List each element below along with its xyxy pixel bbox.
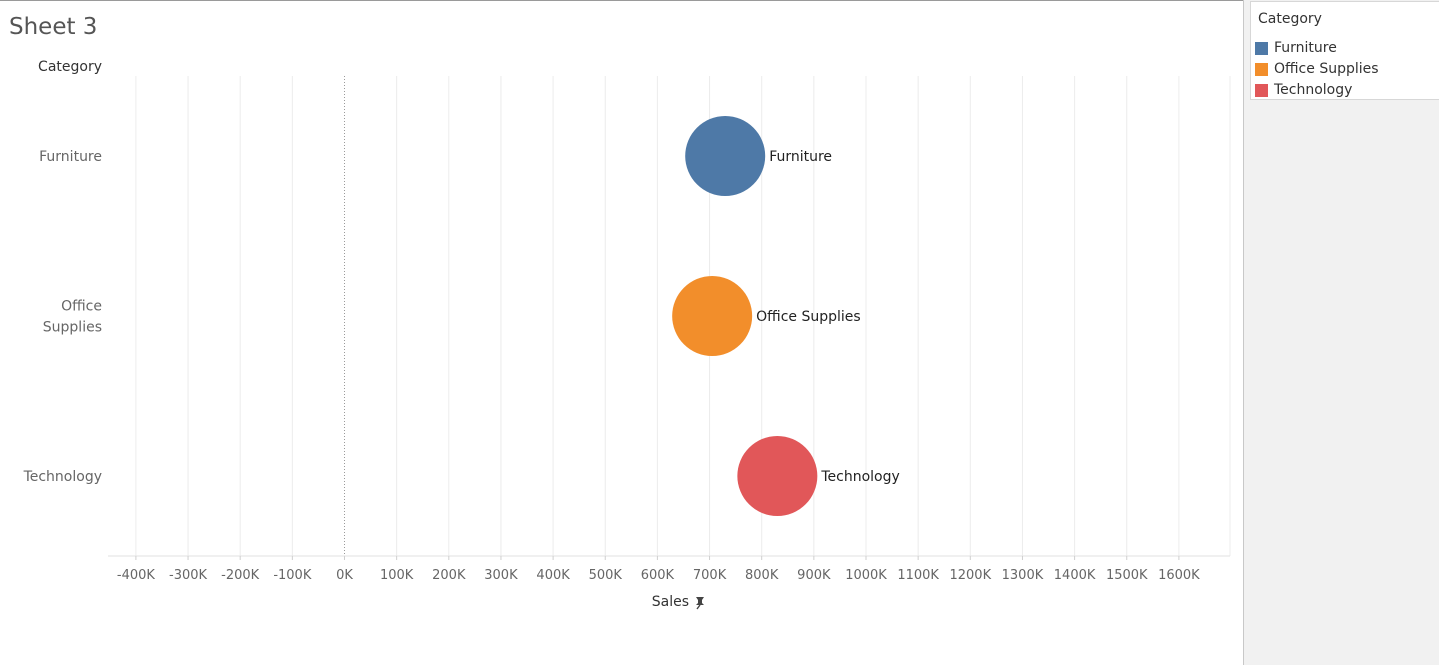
x-axis-title[interactable]: Sales — [652, 594, 689, 610]
bubble-mark[interactable] — [737, 436, 818, 516]
x-tick-label: 600K — [641, 568, 675, 583]
pin-icon[interactable] — [696, 597, 704, 610]
legend[interactable]: Category Furniture Office Supplies Techn… — [1250, 1, 1439, 100]
x-tick-label: -400K — [117, 568, 156, 583]
x-axis-ticks: -400K -300K -200K -100K 0K 100K 200K 300K 400K 50… — [117, 556, 1200, 583]
x-tick-label: 1600K — [1158, 568, 1200, 583]
legend-label: Technology — [1274, 82, 1353, 98]
side-panel: Category Furniture Office Supplies Techn… — [1243, 0, 1439, 665]
row-label: Furniture — [39, 149, 102, 165]
x-tick-label: 1200K — [949, 568, 991, 583]
x-tick-label: 500K — [589, 568, 623, 583]
x-tick-label: 300K — [484, 568, 518, 583]
legend-item-technology[interactable]: Technology — [1255, 82, 1352, 98]
legend-label: Office Supplies — [1274, 61, 1379, 77]
marks: Furniture Office Supplies Technology — [672, 116, 900, 516]
row-label: Office — [61, 299, 102, 315]
scatter-chart: -400K -300K -200K -100K 0K 100K 200K 300K 400K 50… — [23, 59, 1231, 610]
bubble-mark[interactable] — [672, 276, 753, 356]
legend-swatch — [1255, 62, 1268, 76]
x-tick-label: 900K — [797, 568, 831, 583]
x-tick-label: 1000K — [845, 568, 887, 583]
mark-label: Office Supplies — [756, 309, 861, 325]
x-tick-label: 0K — [336, 568, 353, 583]
x-axis-title-group[interactable]: Sales — [652, 594, 704, 610]
bubble-mark[interactable] — [685, 116, 766, 196]
legend-swatch — [1255, 83, 1268, 97]
x-tick-label: 400K — [536, 568, 570, 583]
x-tick-label: -200K — [221, 568, 260, 583]
row-labels: Furniture Office Supplies Technology — [23, 149, 102, 485]
legend-item-furniture[interactable]: Furniture — [1255, 40, 1337, 56]
x-tick-label: 1400K — [1054, 568, 1096, 583]
mark-label: Furniture — [769, 149, 832, 165]
legend-label: Furniture — [1274, 40, 1337, 56]
x-tick-label: 100K — [380, 568, 414, 583]
x-tick-label: 700K — [693, 568, 727, 583]
x-tick-label: -100K — [273, 568, 312, 583]
x-tick-label: 1500K — [1106, 568, 1148, 583]
x-tick-label: 1100K — [897, 568, 939, 583]
x-tick-label: 1300K — [1002, 568, 1044, 583]
row-label: Supplies — [43, 320, 102, 336]
legend-swatch — [1255, 41, 1268, 55]
x-tick-label: 200K — [432, 568, 466, 583]
top-border — [0, 0, 1243, 1]
sheet-title: Sheet 3 — [9, 14, 98, 40]
x-tick-label: 800K — [745, 568, 779, 583]
x-tick-label: -300K — [169, 568, 208, 583]
legend-item-office-supplies[interactable]: Office Supplies — [1255, 61, 1379, 77]
mark-label: Technology — [820, 469, 899, 485]
row-header: Category — [38, 59, 102, 75]
row-label: Technology — [23, 469, 102, 485]
legend-title: Category — [1258, 11, 1322, 27]
